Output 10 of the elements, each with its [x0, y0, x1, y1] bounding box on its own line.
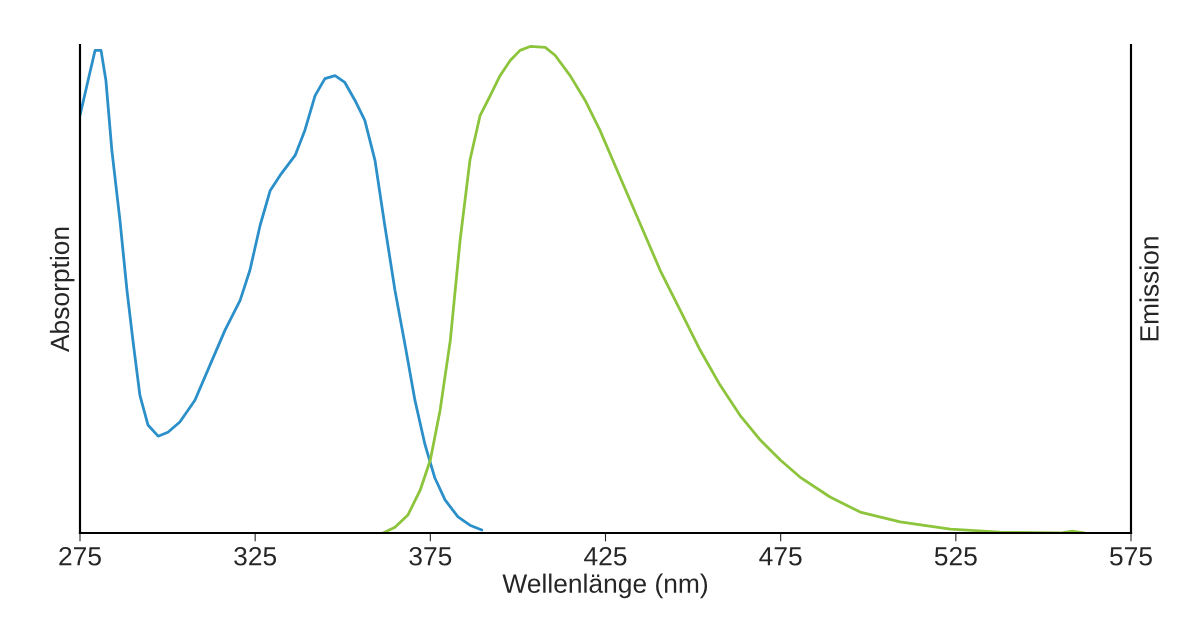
x-axis-title: Wellenlänge (nm)	[502, 573, 708, 599]
y-axis-title: Absorption	[49, 227, 75, 353]
x-tick-label: 475	[759, 547, 802, 566]
x-tick-label: 425	[584, 546, 627, 566]
x-tick-label: 325	[234, 546, 277, 566]
x-tick-label: 275	[59, 546, 101, 566]
y2-axis-title: Emission	[1139, 237, 1159, 341]
x-tick-label: 375	[409, 546, 452, 566]
x-tick-label: 575	[1110, 547, 1152, 566]
x-tick-label: 525	[934, 546, 977, 566]
